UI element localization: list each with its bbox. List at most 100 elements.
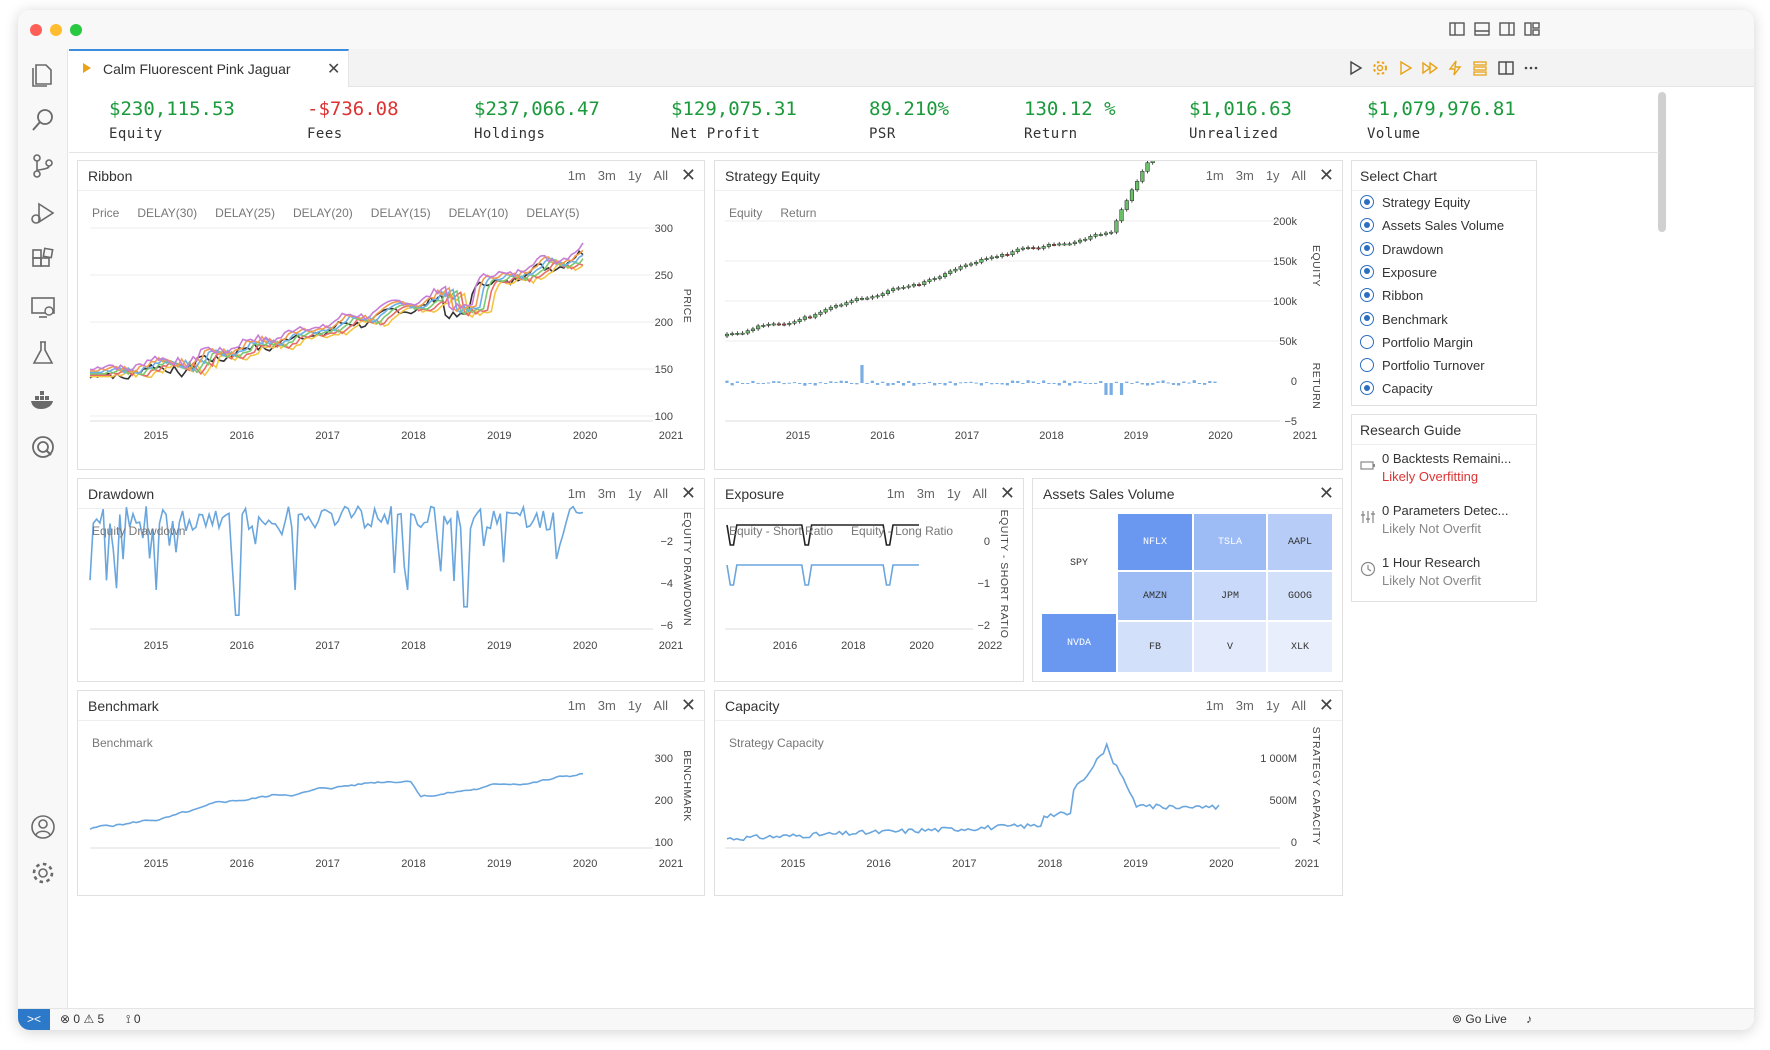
close-panel-button[interactable]: ✕ xyxy=(1318,695,1334,715)
chart-option-portfolio-margin[interactable]: Portfolio Margin xyxy=(1360,334,1473,350)
close-panel-button[interactable]: ✕ xyxy=(1318,483,1334,503)
legend-item[interactable]: Equity - Short Ratio xyxy=(729,524,834,538)
radio-icon[interactable] xyxy=(1360,358,1374,373)
research-guide-item[interactable]: 0 Parameters Detec... Likely Not Overfit xyxy=(1360,503,1508,536)
asset-cell-goog[interactable]: GOOG xyxy=(1267,571,1333,621)
range-button-all[interactable]: All xyxy=(653,698,668,713)
source-control-icon[interactable] xyxy=(27,150,59,182)
scrollbar[interactable] xyxy=(1658,92,1666,232)
range-button-all[interactable]: All xyxy=(972,486,987,501)
chart-option-benchmark[interactable]: Benchmark xyxy=(1360,311,1448,327)
maximize-window-button[interactable] xyxy=(70,24,82,36)
range-button-1y[interactable]: 1y xyxy=(1265,168,1280,183)
asset-cell-fb[interactable]: FB xyxy=(1117,621,1193,673)
radio-icon[interactable] xyxy=(1360,195,1374,209)
range-button-3m[interactable]: 3m xyxy=(597,168,616,183)
go-live-button[interactable]: ⊚ Go Live xyxy=(1452,1012,1507,1026)
legend-item[interactable]: Benchmark xyxy=(92,736,153,750)
legend-item[interactable]: DELAY(5) xyxy=(526,206,580,220)
range-button-3m[interactable]: 3m xyxy=(597,486,616,501)
remote-indicator-icon[interactable]: >< xyxy=(18,1009,50,1030)
explorer-icon[interactable] xyxy=(27,57,59,89)
chart-option-ribbon[interactable]: Ribbon xyxy=(1360,288,1423,303)
close-panel-button[interactable]: ✕ xyxy=(680,483,696,503)
asset-cell-aapl[interactable]: AAPL xyxy=(1267,513,1333,571)
legend-item[interactable]: Equity - Long Ratio xyxy=(851,524,954,538)
range-button-1m[interactable]: 1m xyxy=(1205,698,1224,713)
editor-tab[interactable]: Calm Fluorescent Pink Jaguar ✕ xyxy=(69,49,349,87)
close-panel-button[interactable]: ✕ xyxy=(1318,165,1334,185)
asset-cell-nflx[interactable]: NFLX xyxy=(1117,513,1193,571)
asset-cell-jpm[interactable]: JPM xyxy=(1193,571,1267,621)
research-guide-item[interactable]: 0 Backtests Remaini... Likely Overfitting xyxy=(1360,451,1511,484)
research-guide-item[interactable]: 1 Hour Research Likely Not Overfit xyxy=(1360,555,1481,588)
account-icon[interactable] xyxy=(27,811,59,843)
legend-item[interactable]: DELAY(20) xyxy=(292,206,353,220)
run-debug-icon[interactable] xyxy=(27,197,59,229)
range-button-all[interactable]: All xyxy=(653,168,668,183)
range-button-1m[interactable]: 1m xyxy=(886,486,905,501)
run-icon[interactable] xyxy=(1346,59,1364,77)
range-button-1m[interactable]: 1m xyxy=(567,486,586,501)
ports-indicator[interactable]: ⟟ 0 xyxy=(126,1012,141,1027)
toggle-panel-icon[interactable] xyxy=(1473,20,1491,38)
asset-cell-xlk[interactable]: XLK xyxy=(1267,621,1333,673)
chart-option-portfolio-turnover[interactable]: Portfolio Turnover xyxy=(1360,358,1485,373)
range-button-3m[interactable]: 3m xyxy=(1235,698,1254,713)
range-button-1m[interactable]: 1m xyxy=(567,168,586,183)
legend-item[interactable]: Price xyxy=(92,206,120,220)
legend-item[interactable]: Strategy Capacity xyxy=(729,736,824,750)
radio-icon[interactable] xyxy=(1360,241,1374,256)
radio-icon[interactable] xyxy=(1360,311,1374,326)
range-button-3m[interactable]: 3m xyxy=(916,486,935,501)
close-panel-button[interactable]: ✕ xyxy=(680,165,696,185)
chart-option-assets-sales-volume[interactable]: Assets Sales Volume xyxy=(1360,218,1504,233)
optimize-gear-icon[interactable] xyxy=(1371,59,1389,77)
legend-item[interactable]: DELAY(25) xyxy=(215,206,275,220)
search-icon[interactable] xyxy=(27,104,59,136)
range-button-1y[interactable]: 1y xyxy=(627,698,642,713)
range-button-3m[interactable]: 3m xyxy=(1235,168,1254,183)
radio-icon[interactable] xyxy=(1360,381,1374,396)
asset-cell-v[interactable]: V xyxy=(1193,621,1267,673)
more-actions-icon[interactable] xyxy=(1522,59,1540,77)
legend-item[interactable]: Equity xyxy=(729,206,763,220)
range-button-all[interactable]: All xyxy=(1291,698,1306,713)
toggle-secondary-sidebar-icon[interactable] xyxy=(1498,20,1516,38)
range-button-1m[interactable]: 1m xyxy=(567,698,586,713)
chart-option-strategy-equity[interactable]: Strategy Equity xyxy=(1360,195,1470,210)
testing-flask-icon[interactable] xyxy=(27,337,59,369)
toggle-sidebar-icon[interactable] xyxy=(1448,20,1466,38)
legend-item[interactable]: Equity Drawdown xyxy=(92,524,186,538)
fast-forward-icon[interactable] xyxy=(1421,59,1439,77)
range-button-1y[interactable]: 1y xyxy=(627,168,642,183)
radio-icon[interactable] xyxy=(1360,264,1374,279)
extensions-icon[interactable] xyxy=(27,244,59,276)
stack-icon[interactable] xyxy=(1471,59,1489,77)
range-button-all[interactable]: All xyxy=(653,486,668,501)
notifications-bell-icon[interactable]: ♪ xyxy=(1526,1012,1532,1026)
radio-icon[interactable] xyxy=(1360,218,1374,233)
settings-gear-icon[interactable] xyxy=(27,857,59,889)
range-button-1y[interactable]: 1y xyxy=(627,486,642,501)
close-panel-button[interactable]: ✕ xyxy=(999,483,1015,503)
minimize-window-button[interactable] xyxy=(50,24,62,36)
asset-cell-amzn[interactable]: AMZN xyxy=(1117,571,1193,621)
customize-layout-icon[interactable] xyxy=(1523,20,1541,38)
backtest-play-icon[interactable] xyxy=(1396,59,1414,77)
chart-option-exposure[interactable]: Exposure xyxy=(1360,264,1437,280)
range-button-1m[interactable]: 1m xyxy=(1205,168,1224,183)
problems-indicator[interactable]: ⊗ 0 ⚠ 5 xyxy=(60,1012,104,1026)
tab-close-button[interactable]: ✕ xyxy=(327,61,341,78)
chart-option-drawdown[interactable]: Drawdown xyxy=(1360,241,1443,257)
range-button-all[interactable]: All xyxy=(1291,168,1306,183)
range-button-1y[interactable]: 1y xyxy=(946,486,961,501)
docker-icon[interactable] xyxy=(27,384,59,416)
asset-cell-spy[interactable]: SPY xyxy=(1041,513,1117,613)
radio-icon[interactable] xyxy=(1360,334,1374,349)
close-panel-button[interactable]: ✕ xyxy=(680,695,696,715)
asset-cell-tsla[interactable]: TSLA xyxy=(1193,513,1267,571)
lightning-icon[interactable] xyxy=(1446,59,1464,77)
legend-item[interactable]: DELAY(15) xyxy=(370,206,431,220)
legend-item[interactable]: DELAY(30) xyxy=(137,206,198,220)
